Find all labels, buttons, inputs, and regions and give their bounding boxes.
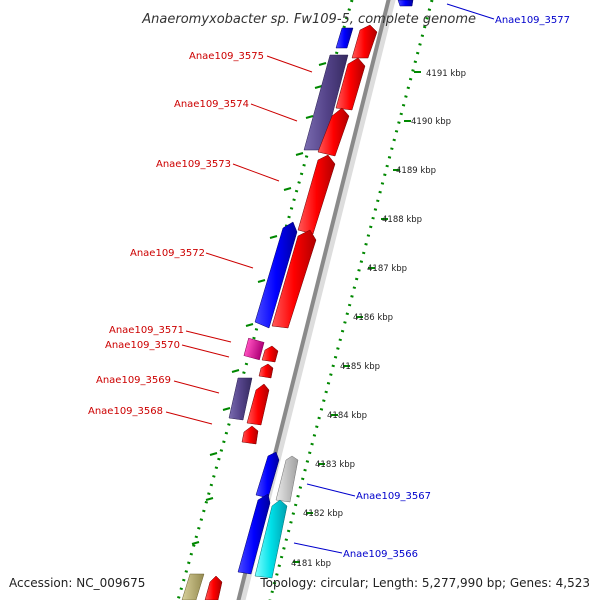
gene-label-anae109-3575[interactable]: Anae109_3575 bbox=[189, 51, 264, 62]
gene-forward-d[interactable] bbox=[258, 363, 274, 379]
gene-label-anae109-3571[interactable]: Anae109_3571 bbox=[109, 325, 184, 336]
forward-strand-genes bbox=[204, 24, 378, 600]
gene-label-anae109-3569[interactable]: Anae109_3569 bbox=[96, 375, 171, 386]
kbp-tick-label: 4181 kbp bbox=[291, 559, 331, 569]
gene-anae109-3570[interactable] bbox=[261, 345, 279, 363]
kbp-tick-label: 4183 kbp bbox=[315, 460, 355, 470]
gene-reverse-bottom[interactable] bbox=[237, 493, 271, 575]
gene-label-anae109-3573[interactable]: Anae109_3573 bbox=[156, 159, 231, 170]
gene-anae109-3576[interactable] bbox=[351, 24, 378, 59]
gene-anae109-3569[interactable] bbox=[228, 377, 253, 421]
gene-labels: Anae109_3577 Anae109_3575 Anae109_3574 A… bbox=[88, 15, 570, 560]
gene-forward-bottom[interactable] bbox=[204, 575, 223, 600]
gene-anae109-3566[interactable] bbox=[254, 499, 288, 579]
kbp-tick-label: 4185 kbp bbox=[340, 362, 380, 372]
kbp-tick-labels: 4191 kbp 4190 kbp 4189 kbp 4188 kbp 4187… bbox=[291, 69, 466, 569]
gene-forward-c[interactable] bbox=[271, 229, 317, 329]
accession-text: Accession: NC_009675 bbox=[9, 576, 145, 590]
kbp-tick-label: 4186 kbp bbox=[353, 313, 393, 323]
kbp-tick-label: 4182 kbp bbox=[303, 509, 343, 519]
gene-anae109-3567[interactable] bbox=[275, 455, 299, 503]
gene-label-anae109-3570[interactable]: Anae109_3570 bbox=[105, 340, 180, 351]
gene-khaki-bottom[interactable] bbox=[181, 573, 205, 600]
kbp-tick-label: 4187 kbp bbox=[367, 264, 407, 274]
gene-label-anae109-3572[interactable]: Anae109_3572 bbox=[130, 248, 205, 259]
kbp-tick-label: 4191 kbp bbox=[426, 69, 466, 79]
gene-anae109-3575[interactable] bbox=[303, 54, 349, 151]
gene-forward-b[interactable] bbox=[317, 107, 350, 157]
kbp-tick-label: 4184 kbp bbox=[327, 411, 367, 421]
kbp-tick-label: 4189 kbp bbox=[396, 166, 436, 176]
gene-anae109-3573[interactable] bbox=[297, 154, 336, 235]
kbp-tick-label: 4188 kbp bbox=[382, 215, 422, 225]
label-leader-lines bbox=[165, 3, 495, 554]
gene-anae109-3577[interactable] bbox=[397, 0, 414, 7]
gene-anae109-3571[interactable] bbox=[243, 337, 265, 361]
gene-label-anae109-3568[interactable]: Anae109_3568 bbox=[88, 406, 163, 417]
kbp-tick-label: 4190 kbp bbox=[411, 117, 451, 127]
gene-forward-e[interactable] bbox=[241, 425, 259, 445]
gene-anae109-3568[interactable] bbox=[246, 383, 270, 426]
reverse-strand-genes bbox=[181, 27, 354, 600]
gene-anae109-3572[interactable] bbox=[254, 221, 298, 329]
topology-text: Topology: circular; Length: 5,277,990 bp… bbox=[259, 576, 590, 590]
gene-anae109-3577-block[interactable] bbox=[335, 27, 354, 49]
gene-label-anae109-3567[interactable]: Anae109_3567 bbox=[356, 491, 431, 502]
gene-label-anae109-3566[interactable]: Anae109_3566 bbox=[343, 549, 418, 560]
gene-label-anae109-3574[interactable]: Anae109_3574 bbox=[174, 99, 249, 110]
map-title: Anaeromyxobacter sp. Fw109-5, complete g… bbox=[141, 12, 476, 27]
gene-forward-a[interactable] bbox=[335, 57, 366, 111]
gene-label-anae109-3577[interactable]: Anae109_3577 bbox=[495, 15, 570, 26]
tick-marks bbox=[191, 62, 421, 563]
